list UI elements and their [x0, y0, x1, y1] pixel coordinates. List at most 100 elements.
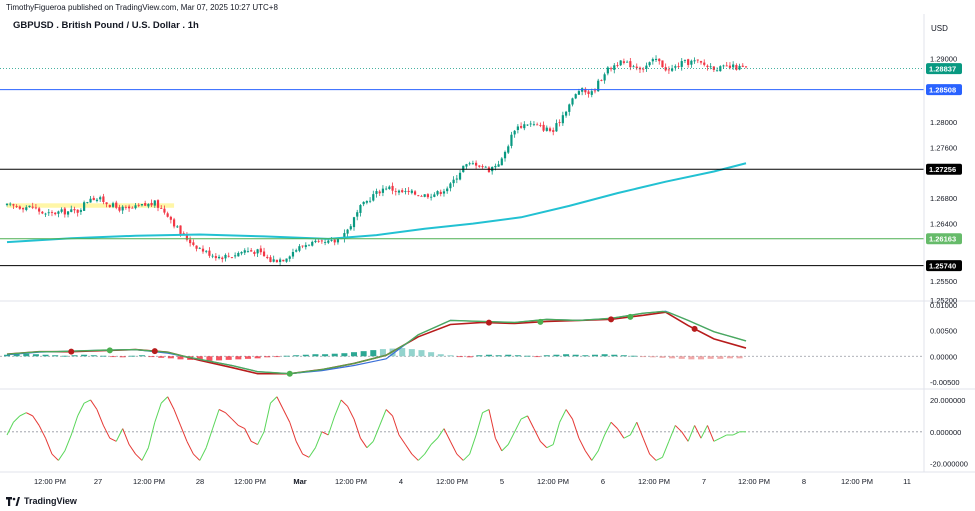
brand-text: TradingView — [24, 496, 77, 506]
macd-histogram-bar — [81, 354, 88, 357]
price-axis-label: 1.28000 — [930, 118, 957, 127]
oscillator-segment — [167, 396, 175, 410]
oscillator-segment — [417, 453, 426, 461]
time-axis-label: 12:00 PM — [738, 477, 770, 486]
macd-axis-label: 0.00000 — [930, 352, 957, 361]
time-axis-label: 12:00 PM — [34, 477, 66, 486]
oscillator-segment — [494, 437, 503, 452]
oscillator-segment — [302, 453, 310, 458]
candle-body — [365, 201, 368, 203]
oscillator-segment — [212, 409, 220, 429]
candle-body — [311, 241, 314, 246]
candle-body — [205, 250, 208, 252]
candle-body — [83, 202, 86, 211]
candle-body — [564, 111, 568, 116]
macd-histogram-bar — [447, 355, 454, 357]
macd-histogram-bar — [418, 350, 425, 357]
time-axis-label: Mar — [293, 477, 306, 486]
candle-body — [234, 255, 237, 257]
macd-histogram-bar — [620, 355, 627, 357]
oscillator-segment — [90, 399, 98, 410]
candle-body — [558, 122, 561, 123]
macd-histogram-bar — [360, 351, 367, 357]
candle-body — [442, 191, 446, 194]
oscillator-segment — [64, 434, 72, 452]
macd-histogram-bar — [13, 354, 20, 357]
macd-histogram-bar — [61, 355, 68, 357]
candle-body — [590, 91, 593, 95]
macd-pane — [0, 310, 924, 377]
currency-label[interactable]: USD — [931, 24, 948, 33]
candle-body — [455, 178, 458, 180]
candle-body — [732, 64, 735, 68]
macd-histogram-bar — [649, 356, 656, 358]
oscillator-segment — [565, 409, 573, 420]
time-axis-label: 12:00 PM — [133, 477, 165, 486]
macd-histogram-bar — [293, 355, 300, 357]
candle-body — [629, 61, 632, 68]
macd-histogram-bar — [254, 356, 261, 359]
price-axis-label: 1.25500 — [930, 277, 957, 286]
oscillator-segment — [180, 425, 188, 442]
candle-body — [15, 206, 18, 207]
macd-histogram-bar — [4, 354, 10, 357]
oscillator-segment — [642, 437, 651, 455]
macd-histogram-bar — [601, 354, 608, 357]
candle-body — [330, 240, 333, 241]
candle-body — [163, 208, 166, 213]
oscillator-segment — [282, 409, 291, 423]
candle-body — [715, 70, 719, 72]
candle-body — [359, 205, 362, 213]
oscillator-segment — [482, 409, 490, 414]
candle-body — [153, 200, 156, 206]
macd-histogram-bar — [52, 355, 59, 357]
candle-body — [433, 194, 436, 197]
candle-body — [208, 250, 211, 256]
candle-body — [105, 202, 108, 205]
macd-signal-line — [6, 311, 747, 375]
macd-histogram-bar — [71, 355, 78, 357]
candle-body — [661, 60, 664, 68]
candle-body — [198, 247, 201, 249]
macd-histogram-bar — [640, 356, 647, 358]
macd-histogram-bar — [572, 354, 579, 357]
candle-body — [356, 212, 359, 217]
macd-histogram-bar — [370, 350, 377, 357]
price-level-tag-label: 1.27256 — [929, 165, 956, 174]
candle-body — [99, 197, 102, 200]
macd-histogram-bar — [659, 356, 666, 358]
oscillator-segment — [147, 422, 156, 448]
candle-body — [597, 80, 600, 92]
oscillator-segment — [700, 425, 708, 439]
macd-cross-dot — [151, 348, 158, 355]
candle-body — [346, 229, 349, 234]
candle-body — [587, 91, 590, 95]
candle-body — [664, 67, 667, 71]
candle-body — [9, 203, 12, 205]
oscillator-segment — [720, 434, 727, 439]
candle-body — [275, 259, 278, 263]
oscillator-segment — [19, 412, 27, 417]
candle-body — [201, 248, 205, 252]
oscillator-segment — [238, 424, 245, 430]
candle-body — [744, 66, 748, 68]
macd-histogram-bar — [553, 354, 560, 357]
macd-histogram-bar — [688, 356, 695, 360]
oscillator-segment — [475, 412, 484, 436]
oscillator-segment — [681, 431, 689, 442]
oscillator-segment — [276, 396, 284, 410]
candle-body — [561, 115, 564, 124]
candle-body — [552, 130, 555, 132]
candle-body — [609, 68, 613, 70]
candle-body — [385, 188, 388, 190]
candle-body — [336, 238, 340, 243]
time-axis-label: 12:00 PM — [638, 477, 670, 486]
candle-body — [50, 212, 54, 213]
candle-body — [38, 208, 41, 212]
candle-body — [577, 91, 581, 95]
tradingview-brand[interactable]: TradingView — [6, 496, 77, 506]
candle-body — [31, 206, 34, 208]
oscillator-segment — [694, 425, 702, 439]
candle-body — [536, 124, 539, 126]
